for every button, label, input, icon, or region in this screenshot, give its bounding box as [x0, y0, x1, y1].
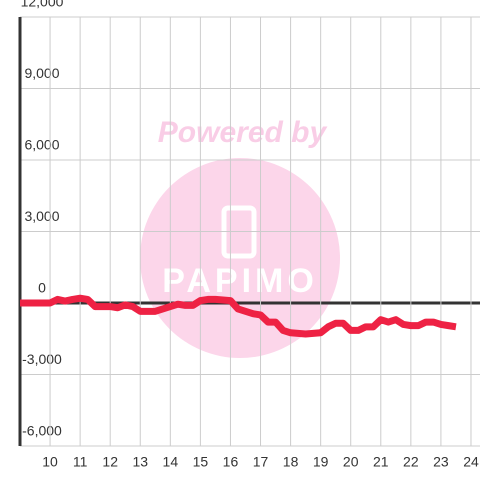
x-tick-label: 18 [283, 454, 299, 470]
y-tick-label: 0 [38, 280, 46, 296]
x-tick-label: 24 [463, 454, 479, 470]
x-tick-label: 10 [42, 454, 58, 470]
y-tick-label: -3,000 [22, 351, 62, 367]
x-tick-label: 21 [373, 454, 389, 470]
x-tick-label: 17 [253, 454, 269, 470]
y-tick-label: 12,000 [21, 0, 64, 10]
x-tick-label: 11 [73, 454, 88, 470]
x-tick-label: 15 [193, 454, 209, 470]
watermark-bottom: PAPIMO [162, 262, 318, 300]
x-tick-label: 14 [163, 454, 179, 470]
watermark-top: Powered by [158, 116, 328, 149]
x-tick-label: 12 [102, 454, 118, 470]
y-tick-label: 6,000 [24, 137, 59, 153]
y-tick-label: -6,000 [22, 423, 62, 439]
x-tick-label: 23 [433, 454, 449, 470]
x-tick-label: 13 [132, 454, 148, 470]
x-tick-label: 19 [313, 454, 329, 470]
y-tick-label: 9,000 [24, 65, 59, 81]
x-tick-label: 16 [223, 454, 239, 470]
y-tick-label: 3,000 [24, 208, 59, 224]
line-series [20, 294, 457, 338]
x-tick-label: 20 [343, 454, 359, 470]
x-tick-label: 22 [403, 454, 419, 470]
